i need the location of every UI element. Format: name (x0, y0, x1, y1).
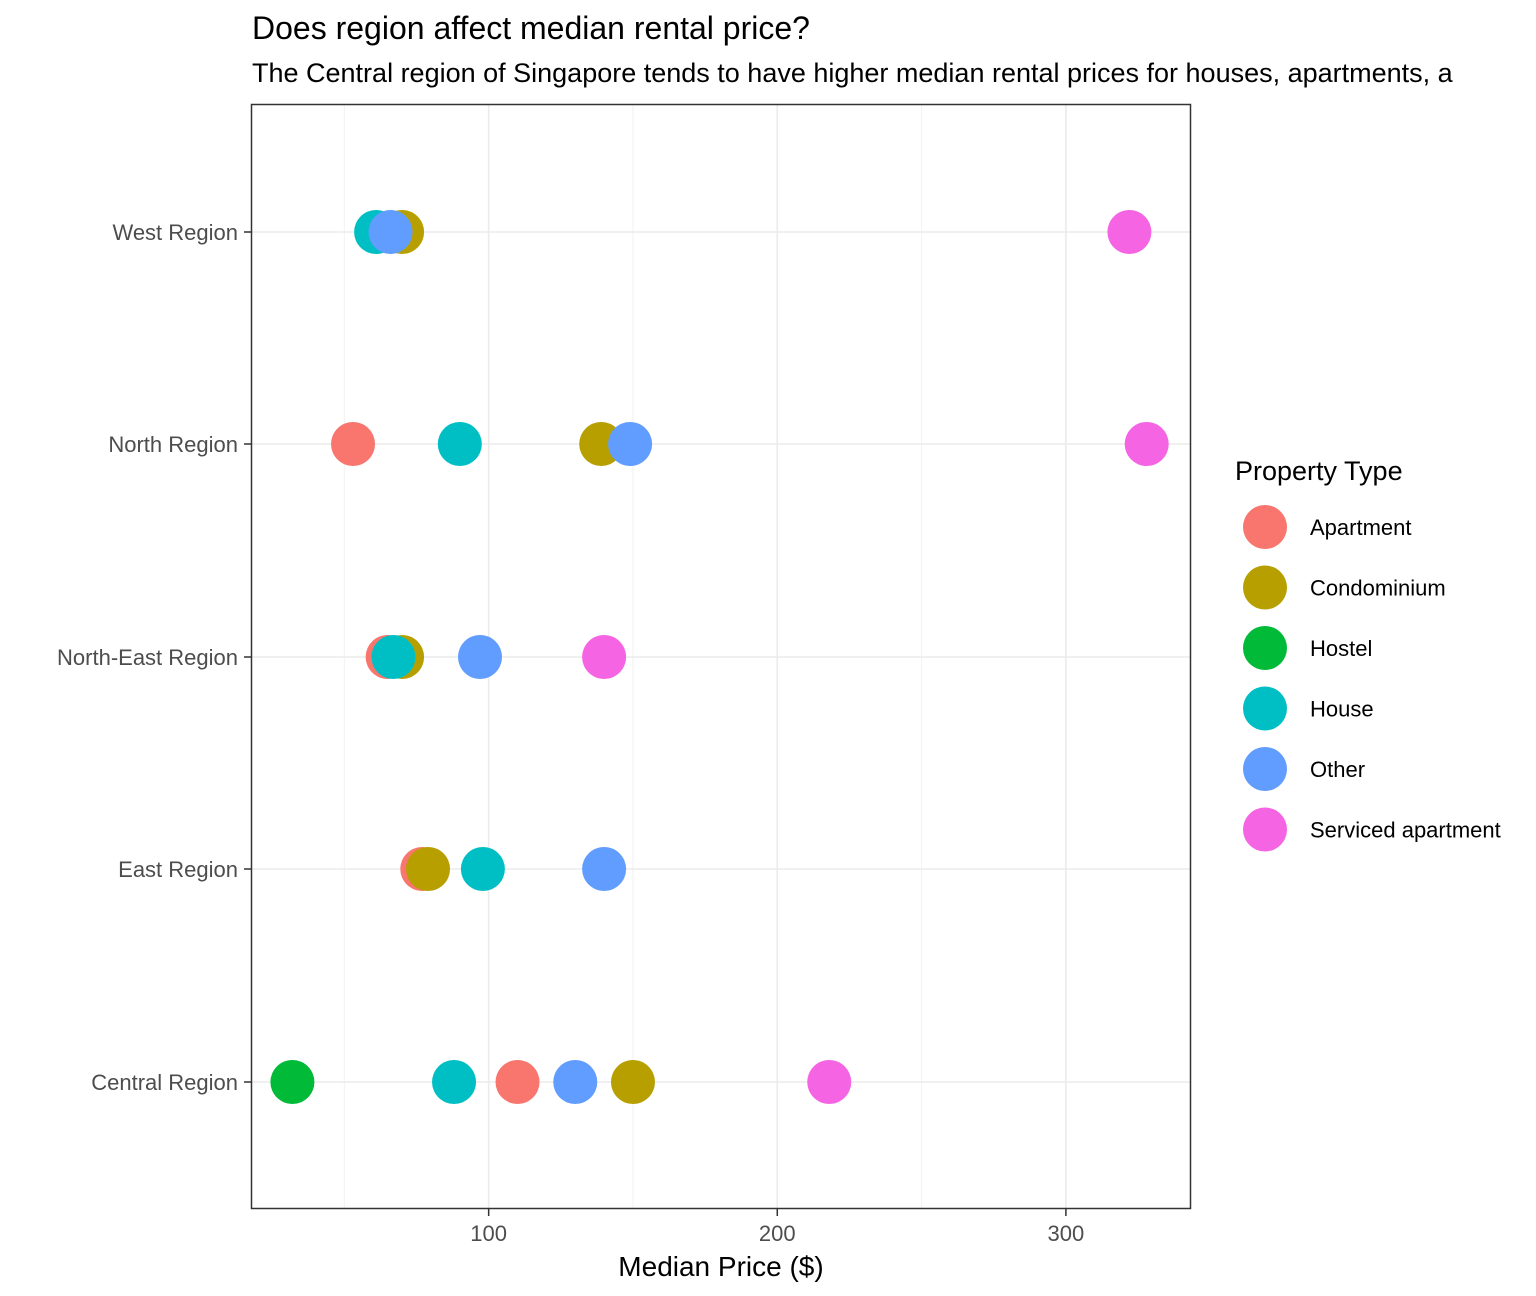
legend-key (1243, 626, 1287, 670)
y-tick-label: West Region (112, 220, 238, 245)
data-point-apartment (331, 422, 376, 466)
data-point-other (608, 422, 653, 466)
legend-key (1243, 807, 1287, 852)
legend-key (1243, 747, 1287, 791)
x-tick-label: 200 (759, 1221, 796, 1246)
legend-key (1243, 565, 1287, 610)
data-point-house (371, 635, 416, 679)
data-point-hostel (270, 1060, 315, 1104)
data-point-other (553, 1060, 598, 1104)
data-point-house (437, 422, 482, 466)
data-point-serviced-apartment (1107, 210, 1152, 254)
data-point-condominium (610, 1060, 655, 1104)
grid-lines (252, 105, 1190, 1208)
data-point-serviced-apartment (1124, 422, 1169, 466)
data-point-serviced-apartment (582, 635, 627, 679)
data-points (270, 210, 1169, 1104)
data-point-apartment (495, 1060, 540, 1104)
legend-key (1243, 686, 1287, 731)
y-tick-label: North Region (108, 432, 238, 457)
legend-label: House (1310, 697, 1374, 722)
legend-label: Hostel (1310, 636, 1372, 661)
data-point-house (460, 847, 505, 891)
legend-label: Apartment (1310, 515, 1412, 540)
legend-label: Condominium (1310, 576, 1446, 601)
data-point-house (432, 1060, 477, 1104)
chart-subtitle: The Central region of Singapore tends to… (252, 58, 1453, 88)
data-point-other (458, 635, 503, 679)
y-tick-label: Central Region (91, 1070, 238, 1095)
legend-title: Property Type (1235, 456, 1403, 486)
legend: Property Type Apartment Condominium Hostel… (1235, 456, 1501, 852)
data-point-other (582, 847, 627, 891)
legend-key (1243, 505, 1287, 549)
x-tick-label: 300 (1048, 1221, 1085, 1246)
data-point-condominium (406, 847, 451, 891)
axes: West Region North Region North-East Region… (57, 220, 1084, 1246)
legend-label: Serviced apartment (1310, 818, 1501, 843)
data-point-other (368, 210, 413, 254)
x-axis-title: Median Price ($) (618, 1251, 823, 1282)
x-tick-label: 100 (470, 1221, 507, 1246)
y-tick-label: East Region (118, 857, 238, 882)
chart-title: Does region affect median rental price? (252, 10, 810, 46)
legend-label: Other (1310, 757, 1365, 782)
y-tick-label: North-East Region (57, 645, 238, 670)
data-point-serviced-apartment (807, 1060, 852, 1104)
